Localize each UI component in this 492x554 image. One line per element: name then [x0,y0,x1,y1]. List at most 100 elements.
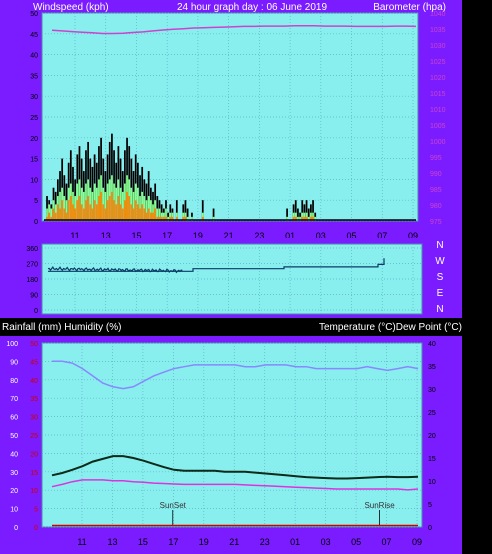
wind-average-bar [158,208,161,221]
wind-low-bar [132,208,135,221]
wind-low-bar [95,204,98,221]
wind-low-bar [61,200,64,221]
pressure-y-tick-label: 980 [430,203,442,210]
wind-gust-bar [212,208,215,221]
sun-event-label: SunSet [160,501,187,510]
pressure-y-tick-label: 1035 [430,27,446,34]
direction-y-tick-label: 360 [26,246,38,253]
wind-low-bar [305,216,308,221]
wind-low-bar [76,200,79,221]
pressure-y-tick-label: 1040 [430,11,446,18]
wind-low-bar [80,204,83,221]
compass-label: N [436,240,443,251]
wind-average-bar [167,216,170,221]
sun-event-label: SunRise [364,501,395,510]
temp-x-tick-label: 13 [107,537,117,547]
wind-low-bar [145,212,148,221]
wind-low-bar [119,204,122,221]
temp-x-tick-label: 07 [382,537,392,547]
wind-average-bar [91,191,94,221]
temperature-y-tick-label: 40 [428,341,436,348]
temperature-y-tick-label: 25 [428,410,436,417]
wind-low-bar [312,216,314,221]
wind-low-bar [126,191,128,221]
direction-y-tick-label: 270 [26,262,38,269]
compass-label: W [435,256,445,267]
wind-average-bar [132,191,135,221]
wind-low-bar [52,208,55,221]
temp-x-tick-label: 03 [321,537,331,547]
wind-low-bar [152,212,154,221]
temp-axis-ticks: 0102030405060708090100051015202530354045… [6,341,436,547]
wind-x-tick-label: 07 [377,231,387,241]
temp-x-tick-label: 01 [290,537,300,547]
wind-y-tick-label: 15 [30,157,38,164]
wind-low-bar [48,212,51,221]
wind-gust-bar [301,200,304,221]
compass-label: E [437,288,444,299]
temp-x-tick-label: 21 [229,537,239,547]
wind-average-bar [46,208,48,221]
dewpoint-line [51,479,419,491]
wind-low-bar [292,216,295,221]
wind-average-bar [156,208,159,221]
rainfall-y-tick-label: 30 [30,415,38,422]
pressure-y-tick-label: 985 [430,187,442,194]
wind-gust-bar [294,200,297,221]
wind-gust-bar [46,196,48,221]
wind-low-bar [46,216,48,221]
wind-average-bar [104,191,107,221]
direction-plot-grid [42,244,422,314]
wind-gust-bar [175,200,178,221]
wind-gust-bar [305,200,308,221]
pressure-y-tick-label: 1015 [430,91,446,98]
pressure-y-tick-label: 975 [430,219,442,226]
wind-average-bar [307,216,310,221]
wind-direction-step-line [48,258,385,272]
wind-average-bar [299,216,301,221]
wind-low-bar [156,216,159,221]
wind-average-bar [50,208,53,221]
compass-label: S [437,272,444,283]
temperature-y-tick-label: 10 [428,479,436,486]
wind-low-bar [303,216,306,221]
pressure-y-tick-label: 1010 [430,107,446,114]
wind-low-bar [59,208,61,221]
temp-x-tick-label: 05 [351,537,361,547]
rainfall-y-tick-label: 20 [30,451,38,458]
wind-average-bar [286,216,288,221]
graph-title: 24 hour graph day : 06 June 2019 [177,2,328,13]
wind-low-bar [106,200,109,221]
wind-low-bar [108,196,111,221]
humidity-y-tick-label: 40 [10,451,18,458]
wind-low-bar [69,196,72,221]
wind-low-bar [175,216,178,221]
direction-y-tick-label: 180 [26,277,38,284]
humidity-y-tick-label: 70 [10,396,18,403]
rainfall-y-tick-label: 10 [30,488,38,495]
temperature-line [51,455,419,480]
humidity-y-tick-label: 30 [10,470,18,477]
humidity-y-tick-label: 10 [10,507,18,514]
compass-label: N [436,304,443,315]
wind-average-bar [212,216,215,221]
wind-low-bar [184,216,187,221]
rainfall-y-tick-label: 35 [30,396,38,403]
humidity-y-tick-label: 90 [10,359,18,366]
direction-y-tick-label: 0 [34,308,38,315]
wind-x-tick-label: 01 [285,231,295,241]
humidity-line [52,360,419,390]
wind-y-tick-label: 30 [30,94,38,101]
wind-low-bar [162,216,165,221]
wind-average-bar [74,196,77,221]
wind-y-tick-label: 25 [30,115,38,122]
humidity-y-tick-label: 100 [6,341,18,348]
temp-dewpoint-axis-title: Temperature (°C)Dew Point (°C) [319,322,462,333]
wind-low-bar [143,208,146,221]
wind-low-bar [139,208,141,221]
wind-low-bar [115,204,118,221]
wind-average-bar [59,191,61,221]
wind-x-tick-label: 19 [193,231,203,241]
